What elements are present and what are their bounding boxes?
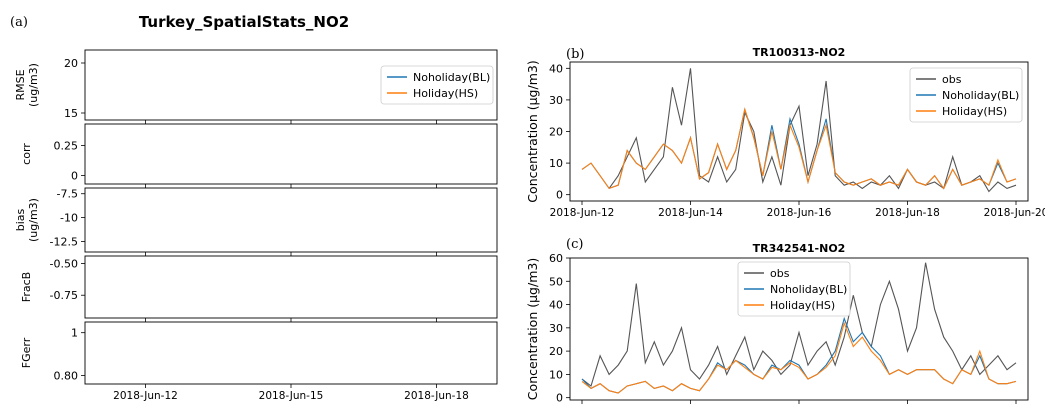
series-line-obs xyxy=(608,68,1017,193)
y-tick-label: -0.75 xyxy=(50,289,78,302)
y-tick-label: 0 xyxy=(556,189,563,202)
chart-title: TR100313-NO2 xyxy=(753,46,846,59)
chart-bias: -12.5 -10 -7.5 bias (ug/m3) xyxy=(14,187,498,256)
y-tick-label: -12.5 xyxy=(50,235,78,248)
legend-label: Noholiday(BL) xyxy=(413,71,490,84)
y-axis-label: Concentration (μg/m3) xyxy=(525,60,540,202)
y-axis-label: bias xyxy=(14,208,27,231)
x-tick-label: 2018-Jun-15 xyxy=(259,390,324,402)
legend-box xyxy=(909,67,1023,123)
legend-box xyxy=(380,65,494,105)
chart-tr342541: 01020304050602018-Jun-122018-Jun-142018-… xyxy=(525,242,1029,405)
y-tick-label: 60 xyxy=(549,252,563,265)
y-tick-label: -0.50 xyxy=(50,258,78,271)
y-tick-label: -10 xyxy=(60,212,78,225)
legend: obs Noholiday(BL) Holiday(HS) xyxy=(909,67,1023,123)
x-tick-label: 2018-Jun-18 xyxy=(875,207,940,219)
chart-tr100313: 0 10 20 30 40 2018-Jun-12 2018-Jun-14 2018-Jun-… xyxy=(525,46,1045,219)
y-tick-label: 0.80 xyxy=(54,369,79,382)
y-tick-label: 30 xyxy=(549,94,563,107)
y-tick-label: 0.25 xyxy=(54,140,79,153)
legend-label: obs xyxy=(942,73,962,86)
y-tick-label: 10 xyxy=(549,368,563,381)
y-tick-label: -7.5 xyxy=(57,188,78,201)
y-axis-label-unit: (ug/m3) xyxy=(27,63,40,107)
x-tick-label: 2018-Jun-20 xyxy=(984,207,1045,219)
y-tick-label: 20 xyxy=(64,57,78,70)
legend-label: Noholiday(BL) xyxy=(770,283,847,296)
series-line-obs xyxy=(581,262,1017,387)
legend-label: Holiday(HS) xyxy=(942,105,1007,118)
axes-frame xyxy=(84,255,498,319)
y-axis-label: RMSE xyxy=(14,69,27,100)
x-tick-label: 2018-Jun-12 xyxy=(550,207,615,219)
axes-frame xyxy=(84,321,498,385)
x-tick-label: 2018-Jun-12 xyxy=(113,390,178,402)
y-tick-label: 10 xyxy=(549,157,563,170)
y-tick-label: 1 xyxy=(71,327,78,340)
series-line-holiday-hs- xyxy=(581,107,1017,190)
chart-rmse: 15 20 RMSE (ug/m3) Noholiday(BL) Holiday(HS) xyxy=(14,49,498,124)
y-axis-label: FracB xyxy=(20,272,33,302)
legend-label: Noholiday(BL) xyxy=(942,89,1019,102)
y-axis-label: Concentration (μg/m3) xyxy=(525,258,540,400)
legend-label: Holiday(HS) xyxy=(413,87,478,100)
y-tick-label: 50 xyxy=(549,275,563,288)
y-tick-label: 20 xyxy=(549,126,563,139)
legend: obs Noholiday(BL) Holiday(HS) xyxy=(737,261,851,317)
series-line-holiday-hs- xyxy=(581,321,1017,394)
legend-box xyxy=(737,261,851,317)
panel-c-label: (c) xyxy=(566,237,583,252)
x-tick-label: 2018-Jun-14 xyxy=(658,207,723,219)
y-axis-label: corr xyxy=(20,143,33,165)
x-tick-label: 2018-Jun-18 xyxy=(404,390,469,402)
axes-frame xyxy=(84,187,498,253)
y-axis-label-unit: (ug/m3) xyxy=(27,198,40,242)
x-tick-label: 2018-Jun-16 xyxy=(767,207,832,219)
panel-b-label: (b) xyxy=(566,47,584,62)
y-tick-label: 40 xyxy=(549,299,563,312)
panel-a-title: Turkey_SpatialStats_NO2 xyxy=(139,13,349,31)
chart-fgerr: 0.80 1 2018-Jun-12 2018-Jun-15 2018-Jun-18 FG… xyxy=(20,321,498,402)
y-tick-label: 0 xyxy=(556,392,563,405)
y-tick-label: 20 xyxy=(549,345,563,358)
y-tick-label: 15 xyxy=(64,107,78,120)
y-axis-label: FGerr xyxy=(20,337,33,368)
axes-frame xyxy=(84,123,498,185)
series-line-noholiday-bl- xyxy=(581,316,1017,394)
chart-corr: 0 0.25 corr xyxy=(20,123,498,188)
chart-fracb: -0.75 -0.50 FracB xyxy=(20,255,498,322)
panel-a-label: (a) xyxy=(10,15,28,30)
chart-title: TR342541-NO2 xyxy=(753,242,846,255)
y-tick-label: 0 xyxy=(71,170,78,183)
legend-label: obs xyxy=(770,267,790,280)
y-tick-label: 40 xyxy=(549,62,563,75)
y-tick-label: 30 xyxy=(549,322,563,335)
legend-label: Holiday(HS) xyxy=(770,299,835,312)
legend: Noholiday(BL) Holiday(HS) xyxy=(380,65,494,105)
